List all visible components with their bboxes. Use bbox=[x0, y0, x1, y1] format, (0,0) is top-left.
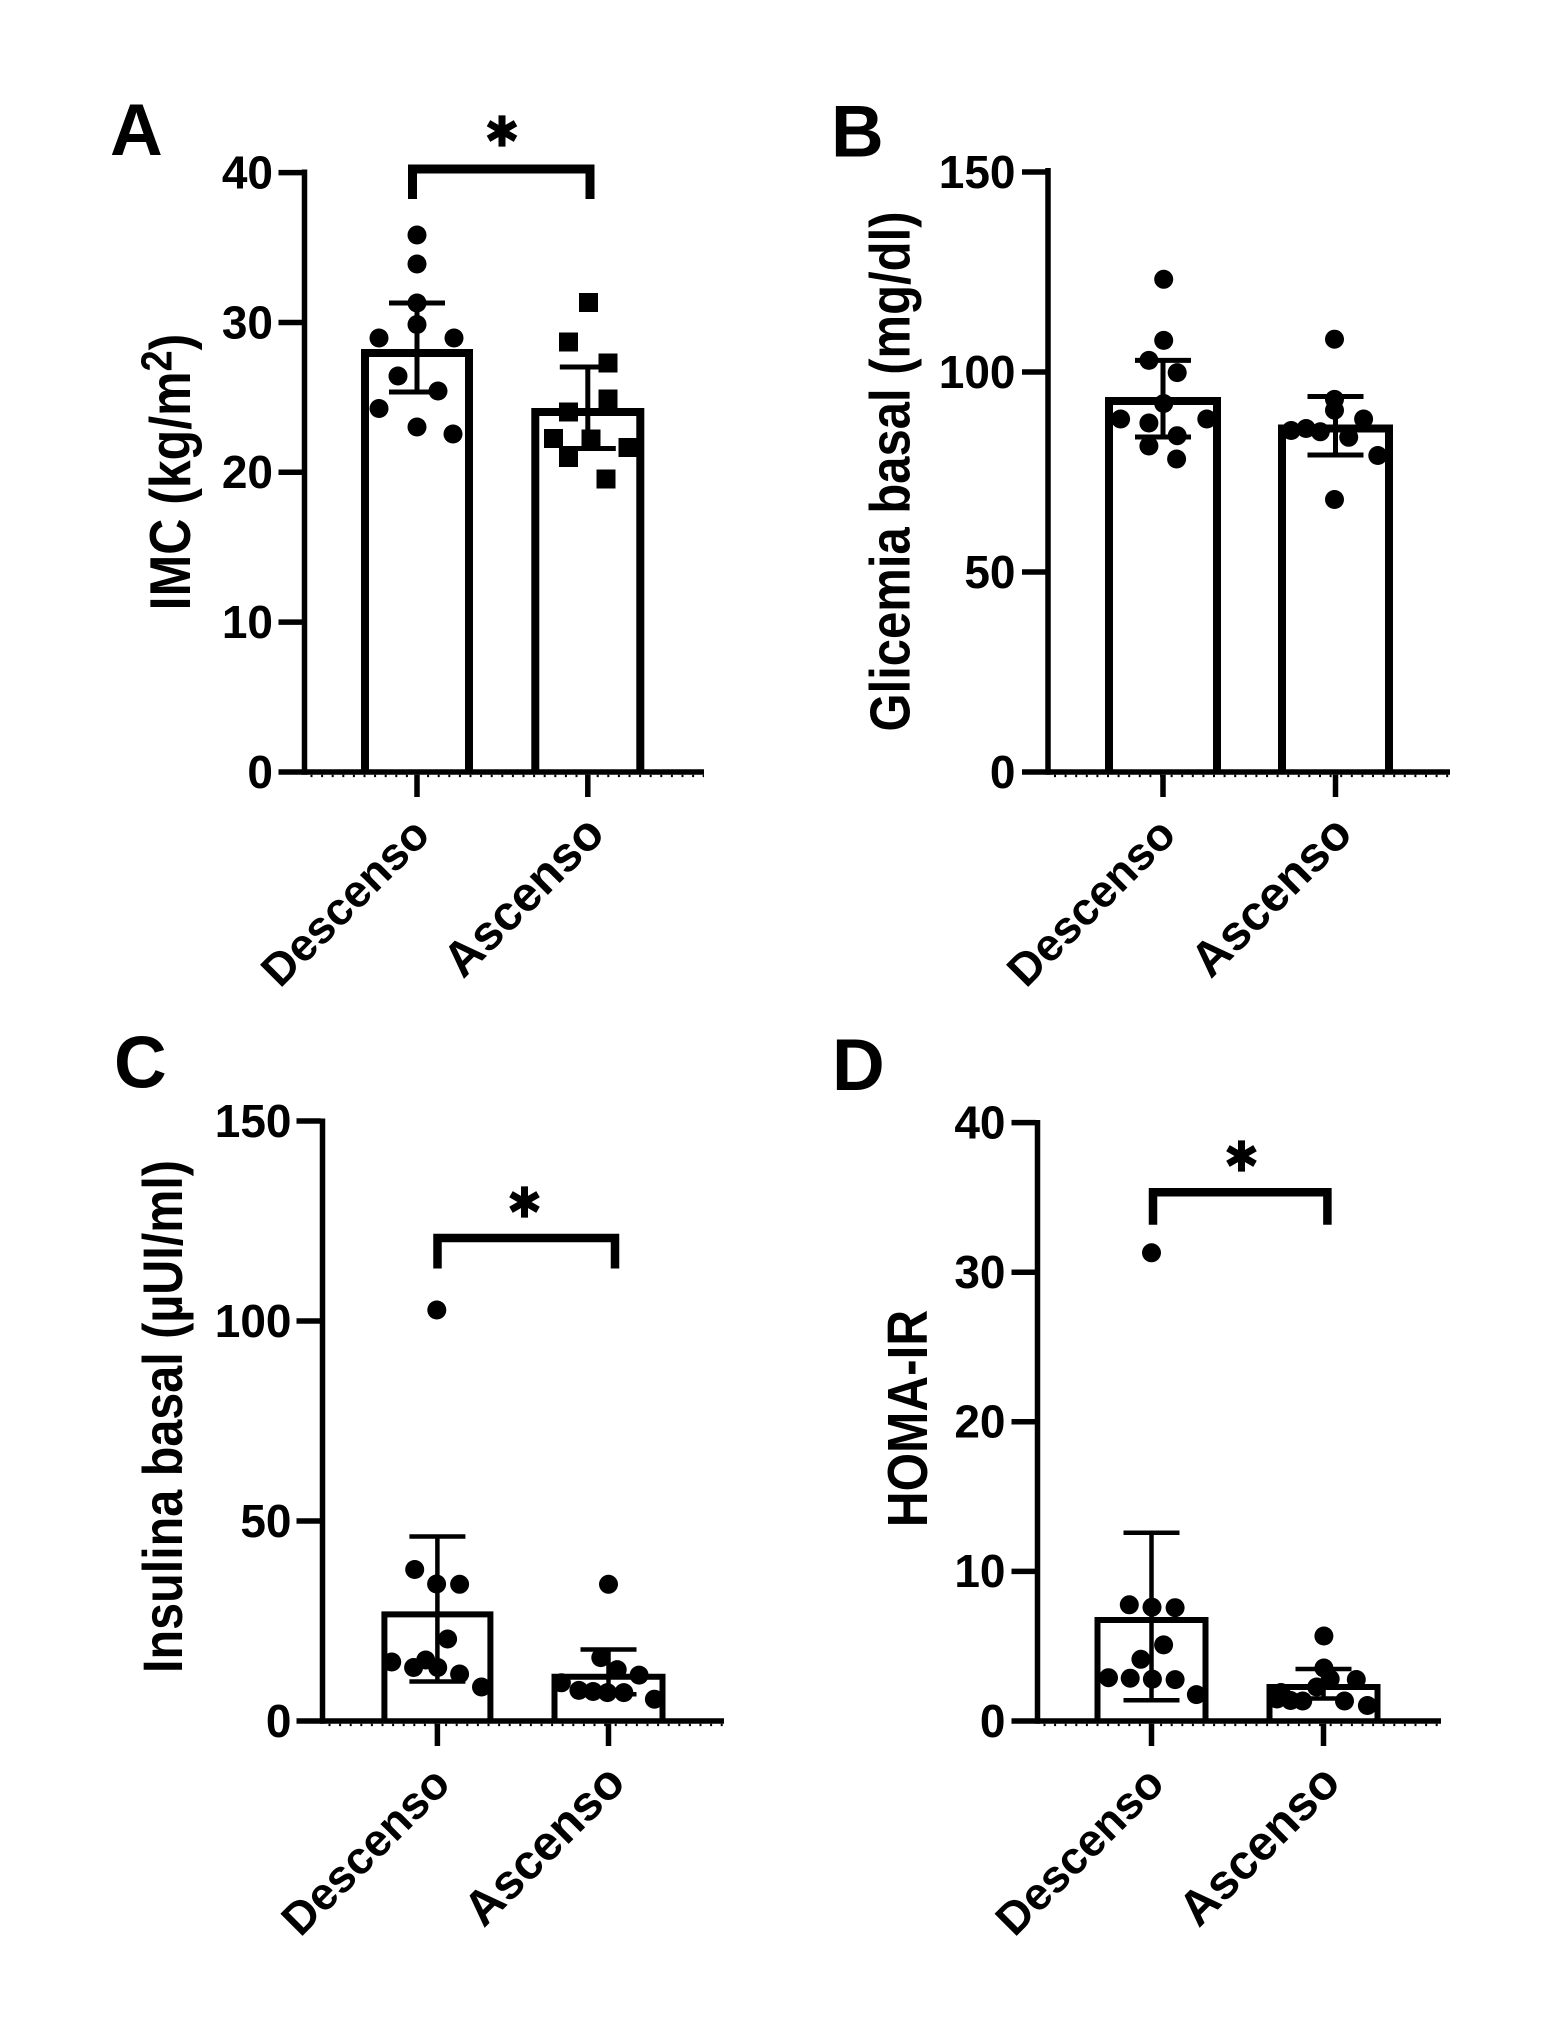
svg-text:150: 150 bbox=[939, 146, 1016, 198]
svg-text:20: 20 bbox=[222, 446, 273, 498]
svg-text:40: 40 bbox=[222, 146, 273, 198]
svg-text:B: B bbox=[831, 92, 884, 173]
svg-text:30: 30 bbox=[954, 1246, 1005, 1298]
svg-text:40: 40 bbox=[954, 1096, 1005, 1148]
svg-text:C: C bbox=[114, 1023, 167, 1104]
svg-text:100: 100 bbox=[939, 346, 1016, 398]
svg-text:0: 0 bbox=[980, 1695, 1006, 1747]
svg-text:D: D bbox=[832, 1025, 885, 1106]
svg-text:0: 0 bbox=[247, 746, 273, 798]
svg-text:0: 0 bbox=[266, 1695, 292, 1747]
svg-text:IMC (kg/m2): IMC (kg/m2) bbox=[132, 334, 203, 611]
svg-text:0: 0 bbox=[990, 746, 1016, 798]
svg-text:Insulina basal (µUI/ml): Insulina basal (µUI/ml) bbox=[133, 1160, 195, 1673]
svg-text:100: 100 bbox=[215, 1295, 292, 1347]
svg-text:HOMA-IR: HOMA-IR bbox=[877, 1310, 940, 1527]
svg-text:50: 50 bbox=[240, 1495, 291, 1547]
svg-text:10: 10 bbox=[222, 596, 273, 648]
svg-text:Glicemia basal (mg/dl): Glicemia basal (mg/dl) bbox=[859, 211, 922, 731]
svg-text:10: 10 bbox=[954, 1545, 1005, 1597]
svg-text:A: A bbox=[110, 90, 163, 171]
svg-text:20: 20 bbox=[954, 1396, 1005, 1448]
svg-text:150: 150 bbox=[215, 1095, 292, 1147]
svg-text:50: 50 bbox=[964, 546, 1015, 598]
svg-text:30: 30 bbox=[222, 296, 273, 348]
